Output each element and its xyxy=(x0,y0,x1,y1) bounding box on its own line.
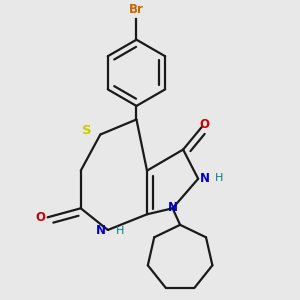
Text: N: N xyxy=(168,201,178,214)
Text: S: S xyxy=(82,124,92,137)
Text: H: H xyxy=(116,226,124,236)
Text: Br: Br xyxy=(129,3,144,16)
Text: H: H xyxy=(215,173,223,183)
Text: N: N xyxy=(95,224,105,237)
Text: O: O xyxy=(200,118,210,131)
Text: N: N xyxy=(200,172,210,185)
Text: O: O xyxy=(35,211,45,224)
